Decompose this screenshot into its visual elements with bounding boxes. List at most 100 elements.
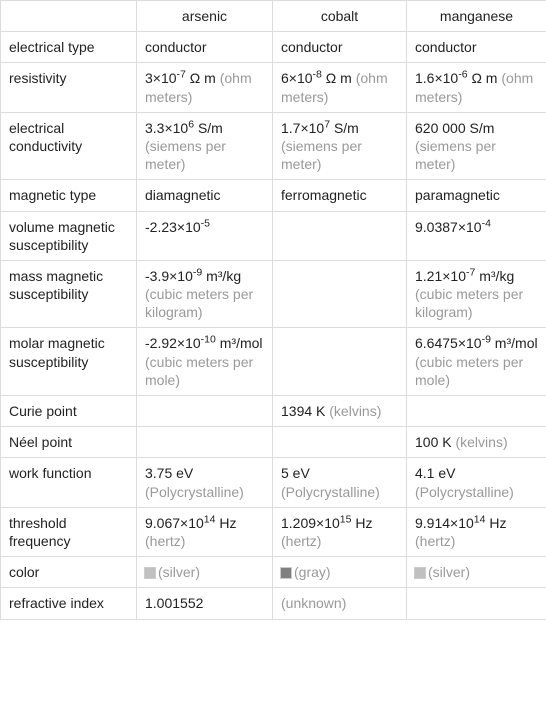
value-suffix: m³/mol — [216, 335, 263, 351]
exponent: -7 — [466, 266, 475, 278]
value: 4.1 eV — [415, 465, 455, 481]
value-suffix: Ω m — [322, 70, 352, 86]
cell — [407, 588, 546, 619]
cell: conductor — [273, 32, 407, 63]
unit-label: (hertz) — [281, 533, 321, 549]
unit-label: (kelvins) — [455, 434, 507, 450]
value: 6×10 — [281, 70, 313, 86]
cell — [273, 328, 407, 396]
header-col: arsenic — [137, 1, 273, 32]
cell: 1.001552 — [137, 588, 273, 619]
cell — [273, 427, 407, 458]
unit-label: (hertz) — [415, 533, 455, 549]
cell: conductor — [137, 32, 273, 63]
unit-label: (hertz) — [145, 533, 185, 549]
value-suffix: S/m — [330, 120, 359, 136]
unit-label: (siemens per meter) — [415, 138, 496, 172]
color-swatch — [281, 568, 291, 578]
cell: 5 eV (Polycrystalline) — [273, 458, 407, 507]
cell: 620 000 S/m (siemens per meter) — [407, 112, 546, 180]
table-row: resistivity3×10-7 Ω m (ohm meters)6×10-8… — [1, 63, 546, 112]
cell: (silver) — [407, 557, 546, 588]
properties-table: arsenic cobalt manganese electrical type… — [0, 0, 546, 620]
cell: paramagnetic — [407, 180, 546, 211]
exponent: 15 — [340, 513, 352, 525]
value-suffix: Hz — [485, 515, 506, 531]
table-row: work function3.75 eV (Polycrystalline)5 … — [1, 458, 546, 507]
value-suffix: Ω m — [468, 70, 498, 86]
row-label: threshold frequency — [1, 507, 137, 556]
value: -2.23×10 — [145, 219, 201, 235]
unit-label: (cubic meters per kilogram) — [415, 286, 523, 320]
cell — [273, 211, 407, 260]
cell: 6×10-8 Ω m (ohm meters) — [273, 63, 407, 112]
unit-label: (unknown) — [281, 595, 346, 611]
unit-label: (cubic meters per mole) — [145, 354, 253, 388]
cell — [137, 396, 273, 427]
exponent: 14 — [474, 513, 486, 525]
row-label: resistivity — [1, 63, 137, 112]
table-row: electrical type conductor conductor conduct… — [1, 32, 546, 63]
cell: 1.7×107 S/m (siemens per meter) — [273, 112, 407, 180]
cell: 100 K (kelvins) — [407, 427, 546, 458]
unit-label: (Polycrystalline) — [415, 484, 514, 500]
value: 1.001552 — [145, 595, 203, 611]
exponent: -5 — [201, 217, 210, 229]
table-row: Néel point100 K (kelvins) — [1, 427, 546, 458]
cell: 3.3×106 S/m (siemens per meter) — [137, 112, 273, 180]
unit-label: (cubic meters per mole) — [415, 354, 523, 388]
value: 9.067×10 — [145, 515, 204, 531]
row-label: electrical type — [1, 32, 137, 63]
cell: 9.0387×10-4 — [407, 211, 546, 260]
table-row: electrical conductivity3.3×106 S/m (siem… — [1, 112, 546, 180]
value: 1394 K — [281, 403, 325, 419]
cell: 1394 K (kelvins) — [273, 396, 407, 427]
value-suffix: Hz — [351, 515, 372, 531]
row-label: color — [1, 557, 137, 588]
value: conductor — [145, 39, 206, 55]
table-row: molar magnetic susceptibility-2.92×10-10… — [1, 328, 546, 396]
unit-label: (Polycrystalline) — [145, 484, 244, 500]
value: conductor — [281, 39, 342, 55]
value: 5 eV — [281, 465, 310, 481]
cell: conductor — [407, 32, 546, 63]
value: 1.209×10 — [281, 515, 340, 531]
table-row: refractive index1.001552 (unknown) — [1, 588, 546, 619]
value: conductor — [415, 39, 476, 55]
exponent: -9 — [482, 334, 491, 346]
value: 3.3×10 — [145, 120, 188, 136]
header-row: arsenic cobalt manganese — [1, 1, 546, 32]
value: 1.6×10 — [415, 70, 458, 86]
value-suffix: m³/kg — [475, 268, 514, 284]
cell: 1.21×10-7 m³/kg (cubic meters per kilogr… — [407, 260, 546, 328]
cell: 1.6×10-6 Ω m (ohm meters) — [407, 63, 546, 112]
row-label: molar magnetic susceptibility — [1, 328, 137, 396]
cell — [137, 427, 273, 458]
unit-label: (cubic meters per kilogram) — [145, 286, 253, 320]
color-label: (gray) — [294, 564, 331, 580]
row-label: mass magnetic susceptibility — [1, 260, 137, 328]
table-row: color(silver)(gray)(silver) — [1, 557, 546, 588]
exponent: -7 — [177, 69, 186, 81]
value: -3.9×10 — [145, 268, 193, 284]
value: 9.0387×10 — [415, 219, 482, 235]
value: 1.21×10 — [415, 268, 466, 284]
value-suffix: m³/kg — [202, 268, 241, 284]
value: 6.6475×10 — [415, 335, 482, 351]
cell: 3.75 eV (Polycrystalline) — [137, 458, 273, 507]
exponent: -8 — [313, 69, 322, 81]
cell: ferromagnetic — [273, 180, 407, 211]
row-label: work function — [1, 458, 137, 507]
value: paramagnetic — [415, 187, 500, 203]
cell: 4.1 eV (Polycrystalline) — [407, 458, 546, 507]
value-suffix: Ω m — [186, 70, 216, 86]
value: 1.7×10 — [281, 120, 324, 136]
header-col: cobalt — [273, 1, 407, 32]
row-label: electrical conductivity — [1, 112, 137, 180]
exponent: -6 — [458, 69, 467, 81]
cell — [273, 260, 407, 328]
header-col: manganese — [407, 1, 546, 32]
value: 3.75 eV — [145, 465, 193, 481]
table-row: Curie point1394 K (kelvins) — [1, 396, 546, 427]
exponent: -10 — [201, 334, 216, 346]
